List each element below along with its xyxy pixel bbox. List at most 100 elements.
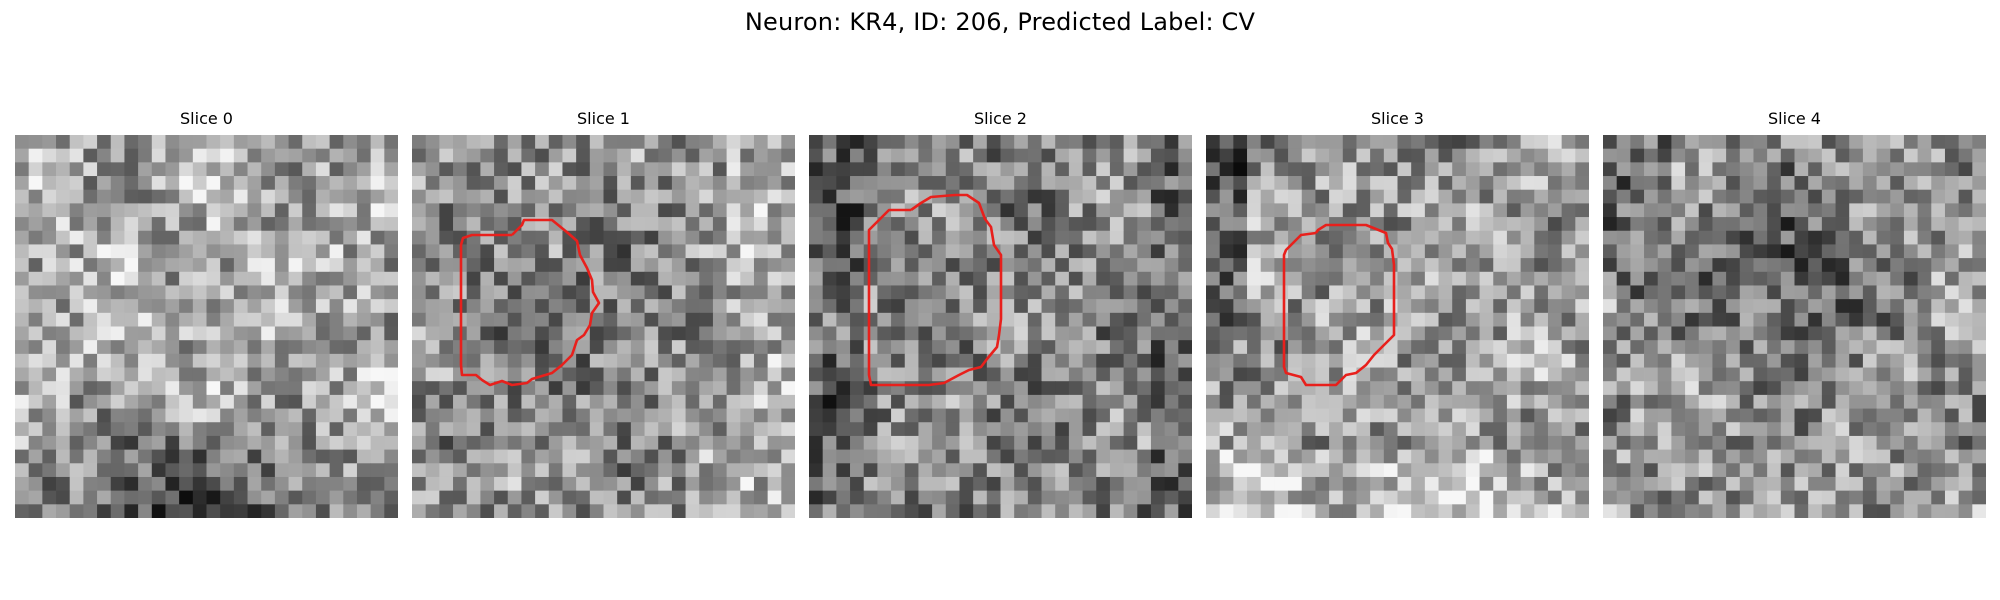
pixel-cell bbox=[151, 285, 166, 300]
pixel-cell bbox=[1123, 258, 1138, 273]
pixel-cell bbox=[959, 394, 974, 409]
pixel-cell bbox=[384, 408, 398, 423]
pixel-cell bbox=[1137, 353, 1152, 368]
pixel-cell bbox=[1739, 408, 1754, 423]
pixel-cell bbox=[1890, 353, 1905, 368]
pixel-cell bbox=[521, 271, 536, 286]
pixel-cell bbox=[603, 435, 618, 451]
pixel-cell bbox=[781, 476, 795, 492]
pixel-cell bbox=[288, 381, 303, 396]
pixel-cell bbox=[740, 435, 755, 451]
pixel-cell bbox=[1630, 148, 1645, 163]
pixel-cell bbox=[1014, 258, 1029, 273]
pixel-cell bbox=[904, 435, 919, 451]
pixel-cell bbox=[1808, 367, 1823, 382]
pixel-cell bbox=[343, 135, 358, 150]
pixel-cell bbox=[494, 476, 509, 492]
pixel-cell bbox=[247, 299, 262, 314]
pixel-cell bbox=[1931, 422, 1946, 437]
pixel-cell bbox=[1150, 490, 1166, 505]
pixel-cell bbox=[1424, 394, 1439, 409]
pixel-cell bbox=[329, 285, 344, 300]
pixel-cell bbox=[630, 203, 645, 218]
pixel-cell bbox=[69, 230, 84, 245]
pixel-cell bbox=[699, 504, 714, 518]
pixel-cell bbox=[1561, 408, 1576, 423]
pixel-cell bbox=[138, 230, 153, 245]
pixel-cell bbox=[836, 217, 851, 232]
pixel-cell bbox=[1958, 340, 1973, 355]
pixel-cell bbox=[1657, 244, 1672, 259]
pixel-cell bbox=[959, 135, 974, 150]
pixel-cell bbox=[356, 271, 372, 286]
pixel-cell bbox=[1342, 230, 1357, 245]
pixel-cell bbox=[343, 230, 358, 245]
pixel-cell bbox=[1972, 299, 1986, 314]
pixel-cell bbox=[658, 285, 673, 300]
pixel-cell bbox=[1547, 230, 1563, 245]
pixel-cell bbox=[315, 285, 331, 300]
pixel-cell bbox=[1206, 463, 1221, 478]
pixel-cell bbox=[1808, 340, 1823, 355]
pixel-cell bbox=[261, 176, 276, 191]
pixel-cell bbox=[1164, 299, 1179, 314]
pixel-cell bbox=[1452, 394, 1467, 409]
pixel-cell bbox=[1150, 244, 1166, 259]
pixel-cell bbox=[1000, 353, 1015, 368]
pixel-cell bbox=[1438, 176, 1453, 191]
pixel-cell bbox=[781, 463, 795, 478]
pixel-cell bbox=[124, 490, 139, 505]
pixel-cell bbox=[1890, 271, 1905, 286]
pixel-cell bbox=[959, 408, 974, 423]
pixel-cell bbox=[343, 312, 358, 327]
pixel-cell bbox=[1301, 176, 1316, 191]
pixel-cell bbox=[603, 176, 618, 191]
pixel-cell bbox=[576, 162, 591, 177]
pixel-cell bbox=[1657, 422, 1672, 437]
pixel-cell bbox=[179, 203, 194, 218]
pixel-cell bbox=[658, 340, 673, 355]
pixel-cell bbox=[1890, 490, 1905, 505]
pixel-cell bbox=[494, 135, 509, 150]
pixel-cell bbox=[1547, 326, 1563, 341]
pixel-cell bbox=[1137, 394, 1152, 409]
pixel-cell bbox=[315, 299, 331, 314]
pixel-cell bbox=[918, 148, 933, 163]
pixel-cell bbox=[1493, 135, 1508, 150]
pixel-cell bbox=[712, 381, 728, 396]
pixel-cell bbox=[179, 189, 194, 204]
pixel-cell bbox=[1370, 148, 1385, 163]
pixel-cell bbox=[877, 449, 892, 464]
pixel-cell bbox=[1780, 203, 1795, 218]
pixel-cell bbox=[973, 381, 988, 396]
pixel-cell bbox=[1644, 422, 1659, 437]
pixel-cell bbox=[617, 353, 632, 368]
pixel-cell bbox=[1000, 148, 1015, 163]
pixel-cell bbox=[1041, 326, 1056, 341]
pixel-cell bbox=[904, 340, 919, 355]
pixel-cell bbox=[1685, 394, 1700, 409]
pixel-cell bbox=[699, 244, 714, 259]
pixel-cell bbox=[1027, 189, 1042, 204]
pixel-cell bbox=[1794, 135, 1809, 150]
pixel-cell bbox=[767, 408, 782, 423]
pixel-cell bbox=[315, 449, 331, 464]
pixel-cell bbox=[644, 435, 659, 451]
pixel-cell bbox=[1753, 162, 1768, 177]
pixel-cell bbox=[1561, 449, 1576, 464]
pixel-cell bbox=[15, 217, 30, 232]
pixel-cell bbox=[138, 490, 153, 505]
pixel-cell bbox=[151, 299, 166, 314]
pixel-cell bbox=[480, 217, 495, 232]
pixel-cell bbox=[891, 258, 906, 273]
pixel-cell bbox=[1109, 476, 1125, 492]
pixel-cell bbox=[507, 189, 522, 204]
pixel-cell bbox=[1972, 148, 1986, 163]
pixel-cell bbox=[658, 258, 673, 273]
pixel-cell bbox=[97, 435, 112, 451]
pixel-cell bbox=[83, 135, 98, 150]
pixel-cell bbox=[767, 203, 782, 218]
pixel-cell bbox=[1274, 162, 1289, 177]
pixel-cell bbox=[425, 148, 440, 163]
pixel-cell bbox=[1849, 135, 1864, 150]
